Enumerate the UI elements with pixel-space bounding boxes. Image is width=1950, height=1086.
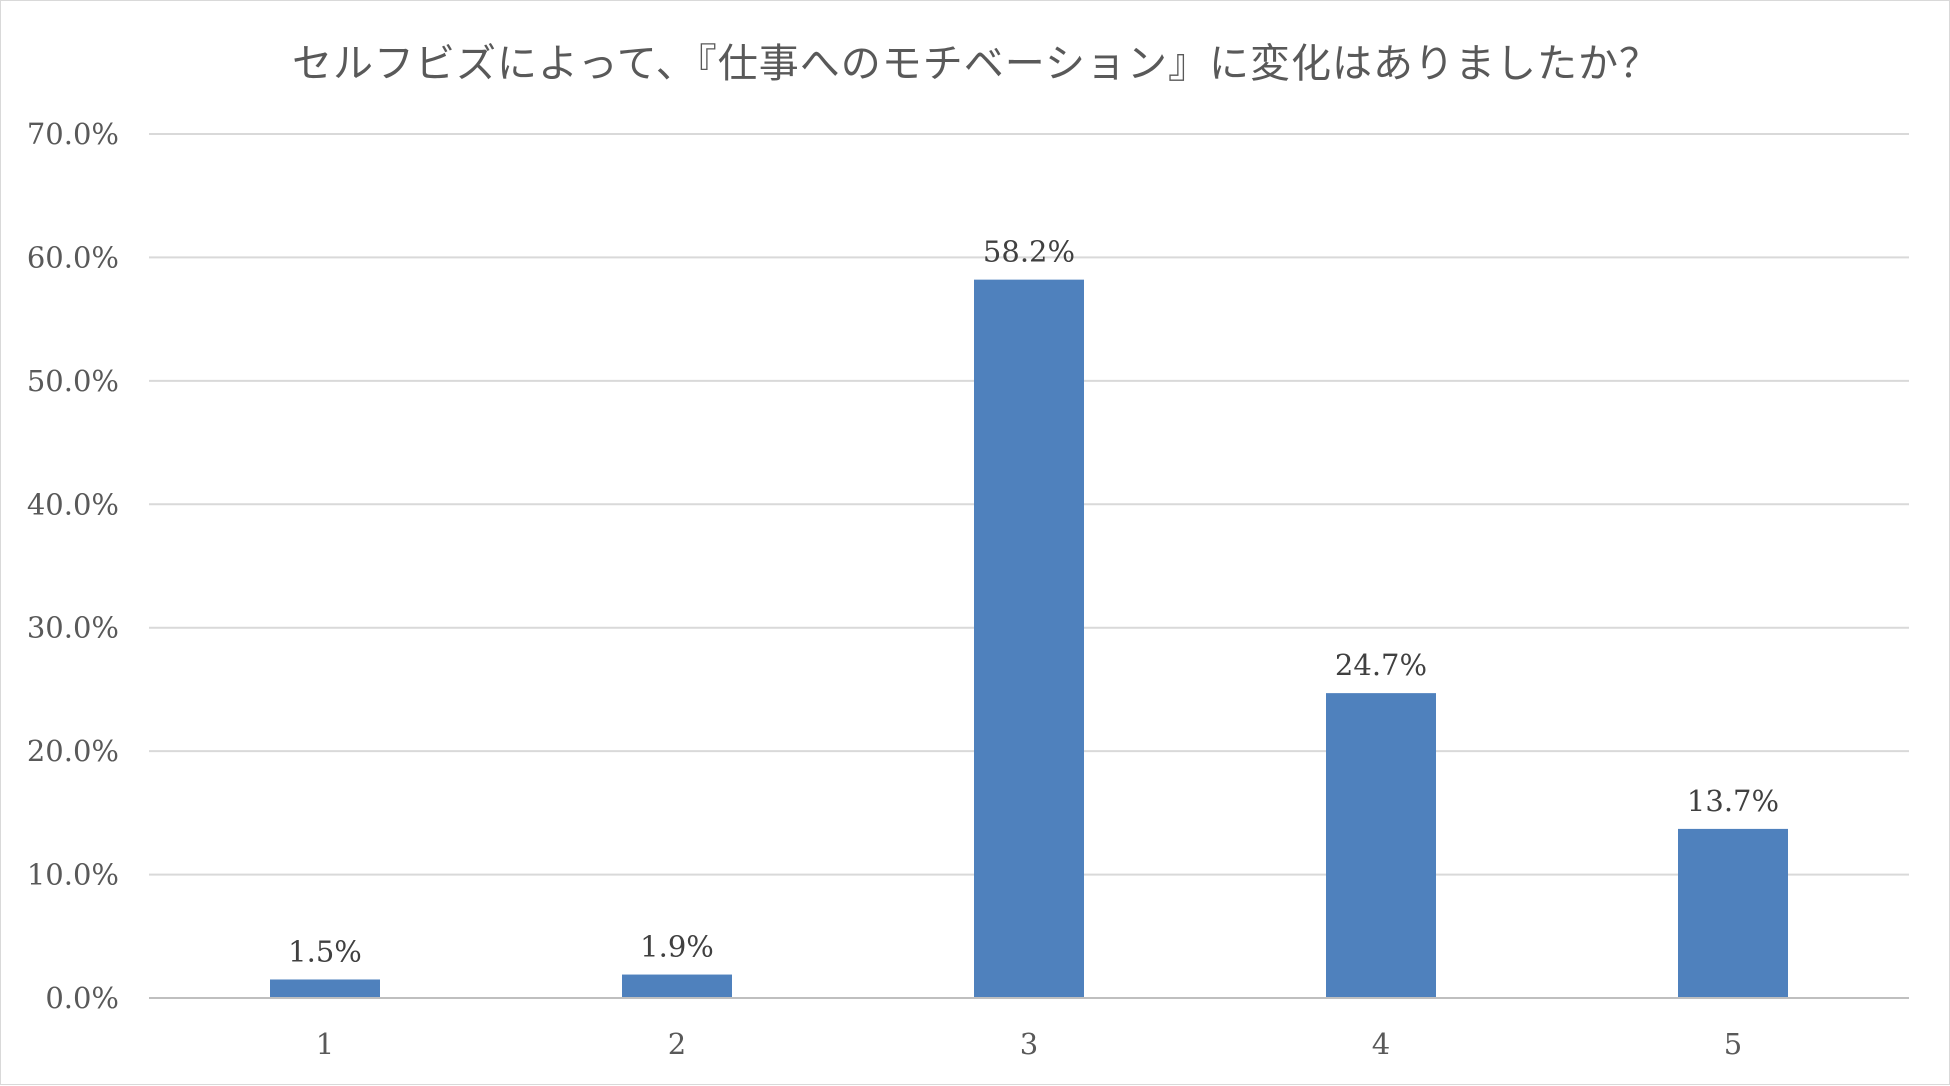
bar-5 [1678,828,1788,998]
x-tick-label: 3 [1020,1027,1038,1061]
y-tick-label: 50.0% [27,364,119,398]
x-tick-label: 5 [1724,1027,1742,1061]
data-label: 1.9% [640,930,714,964]
bars [270,279,1788,998]
bar-3 [974,279,1084,998]
x-tick-label: 4 [1372,1027,1390,1061]
chart-title: セルフビズによって、『仕事へのモチベーション』に変化はありましたか？ [292,41,1660,87]
data-label: 13.7% [1687,784,1779,818]
bar-2 [622,974,732,998]
x-axis-ticks: 1 2 3 4 5 [316,1027,1742,1061]
y-tick-label: 40.0% [27,487,119,521]
y-tick-label: 0.0% [45,981,119,1015]
y-axis-ticks: 0.0% 10.0% 20.0% 30.0% 40.0% 50.0% 60.0% 70.0% [27,117,119,1015]
y-tick-label: 70.0% [27,117,119,151]
y-tick-label: 60.0% [27,240,119,274]
data-label: 24.7% [1335,648,1427,682]
data-label: 1.5% [288,934,362,968]
bar-1 [270,979,380,998]
y-tick-label: 30.0% [27,611,119,645]
data-label: 58.2% [983,235,1075,269]
x-tick-label: 2 [668,1027,686,1061]
y-tick-label: 20.0% [27,734,119,768]
data-labels: 1.5% 1.9% 58.2% 24.7% 13.7% [288,235,1779,969]
x-tick-label: 1 [316,1027,334,1061]
bar-4 [1326,693,1436,998]
y-tick-label: 10.0% [27,858,119,892]
